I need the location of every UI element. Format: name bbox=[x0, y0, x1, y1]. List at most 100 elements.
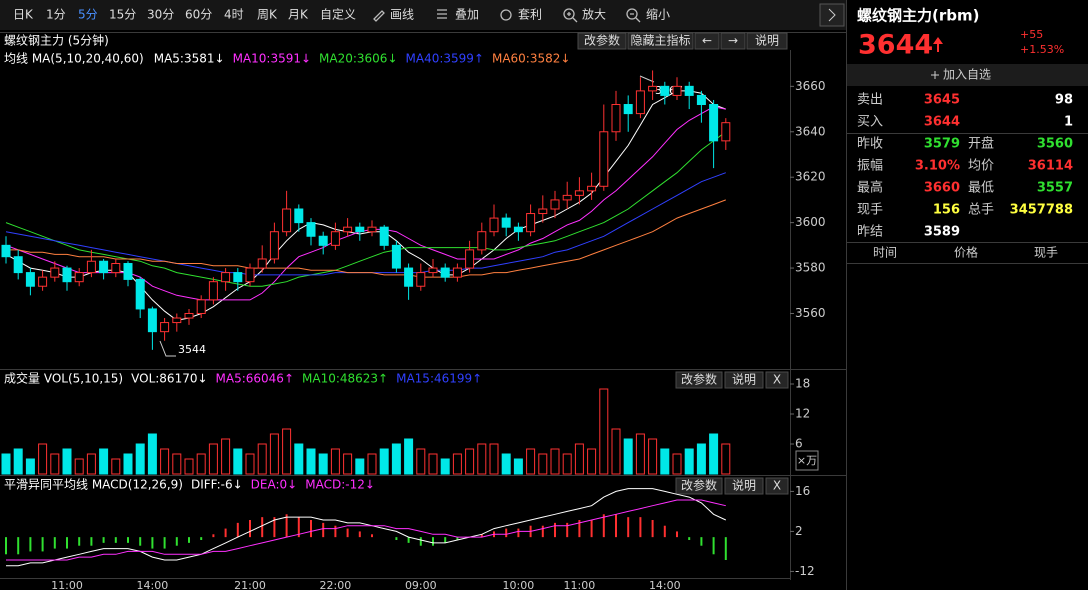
toolbar-item[interactable]: 5分 bbox=[78, 8, 98, 22]
x-tick-label: 14:00 bbox=[649, 579, 681, 590]
candle-body bbox=[269, 231, 279, 260]
quote-change: +55 bbox=[1020, 28, 1043, 41]
volume-bar bbox=[367, 453, 377, 475]
icon-zoom-in bbox=[563, 8, 575, 20]
volume-bar bbox=[477, 443, 487, 475]
panel-button-label: 改参数 bbox=[681, 478, 717, 493]
quote-value: 3560 bbox=[1037, 137, 1073, 152]
legend-item: MA5:66046↑ bbox=[216, 372, 294, 386]
candle-body bbox=[196, 299, 206, 314]
panel-button[interactable] bbox=[577, 32, 627, 50]
volume-bar bbox=[269, 433, 279, 475]
volume-bar bbox=[489, 443, 499, 475]
volume-bar bbox=[111, 458, 121, 475]
toolbar-item[interactable]: 叠加 bbox=[455, 8, 479, 22]
candle-body bbox=[245, 267, 255, 283]
candle-body bbox=[721, 122, 731, 142]
quote-value: 156 bbox=[933, 203, 960, 218]
panel-button[interactable] bbox=[675, 371, 723, 389]
panel-button[interactable] bbox=[720, 32, 746, 50]
panel-button[interactable] bbox=[724, 371, 764, 389]
panel-button-label: 说明 bbox=[755, 33, 779, 48]
toolbar-item[interactable]: 4时 bbox=[224, 8, 244, 22]
candle-body bbox=[294, 208, 304, 224]
volume-bar bbox=[562, 453, 572, 475]
panel-button[interactable] bbox=[724, 477, 764, 495]
candle-body bbox=[623, 104, 633, 115]
y-tick-label: -12 bbox=[795, 564, 815, 578]
volume-bar bbox=[123, 453, 133, 475]
panel-button[interactable] bbox=[765, 371, 789, 389]
y-tick-label: 3600 bbox=[795, 215, 826, 229]
y-tick-label: 2 bbox=[795, 524, 803, 538]
panel-title: 成交量 VOL(5,10,15) bbox=[4, 371, 123, 386]
y-tick-label: 3620 bbox=[795, 170, 826, 184]
macd-line bbox=[6, 499, 726, 561]
toolbar-item[interactable]: 60分 bbox=[185, 8, 212, 22]
next-button[interactable] bbox=[819, 3, 845, 27]
volume-bar bbox=[721, 443, 731, 475]
panel-button[interactable] bbox=[765, 477, 789, 495]
y-tick-label: 3660 bbox=[795, 79, 826, 93]
candle-body bbox=[306, 222, 316, 237]
quote-value: 3589 bbox=[924, 225, 960, 240]
icon-overlay bbox=[437, 9, 447, 19]
x-tick-label: 21:00 bbox=[234, 579, 266, 590]
candle-body bbox=[367, 226, 377, 233]
toolbar-item[interactable]: 缩小 bbox=[646, 7, 670, 22]
volume-bar bbox=[13, 448, 23, 475]
up-arrow bbox=[933, 37, 943, 52]
volume-bar bbox=[513, 458, 523, 475]
candle-body bbox=[672, 85, 682, 96]
icon-zoom-out bbox=[626, 8, 638, 20]
annotation-leader bbox=[159, 75, 655, 357]
y-tick-label: 6 bbox=[795, 437, 803, 451]
icon-arbitrage bbox=[500, 9, 512, 21]
quote-value: 3644 bbox=[924, 115, 960, 130]
y-tick-label: 3560 bbox=[795, 306, 826, 320]
add-favorite-button[interactable] bbox=[847, 64, 1088, 86]
panel-button[interactable] bbox=[627, 32, 694, 50]
volume-bar bbox=[538, 453, 548, 475]
low-annotation: 3544 bbox=[178, 343, 206, 356]
volume-bar bbox=[330, 448, 340, 475]
toolbar-item[interactable]: 月K bbox=[288, 8, 309, 22]
panel-title: 螺纹钢主力 (5分钟) bbox=[4, 33, 109, 48]
toolbar-item[interactable]: 1分 bbox=[46, 8, 66, 22]
volume-bar bbox=[465, 448, 475, 475]
volume-bar bbox=[62, 448, 72, 475]
legend-item: VOL:86170↓ bbox=[131, 372, 207, 386]
panel-button[interactable] bbox=[746, 32, 788, 50]
panel-button[interactable] bbox=[675, 477, 723, 495]
toolbar-item[interactable]: 画线 bbox=[390, 8, 414, 22]
toolbar-item[interactable]: 放大 bbox=[582, 7, 606, 22]
quote-title: 螺纹钢主力(rbm) bbox=[857, 7, 979, 25]
toolbar-item[interactable]: 日K bbox=[13, 8, 34, 22]
legend-item: MA20:3606↓ bbox=[319, 52, 397, 66]
panel-button[interactable] bbox=[694, 32, 720, 50]
candle-body bbox=[86, 260, 96, 274]
toolbar-item[interactable]: 套利 bbox=[518, 8, 542, 22]
legend-item: MA15:46199↑ bbox=[396, 372, 482, 386]
trade-header: 现手 bbox=[1034, 246, 1058, 260]
candle-body bbox=[379, 226, 389, 246]
volume-bar bbox=[404, 438, 414, 475]
panel-button-label: 说明 bbox=[732, 478, 756, 493]
volume-bar bbox=[38, 443, 48, 475]
volume-bar bbox=[1, 453, 11, 475]
y-tick-label: 3640 bbox=[795, 124, 826, 138]
candle-body bbox=[526, 213, 536, 233]
quote-value: 36114 bbox=[1028, 159, 1073, 174]
candle-body bbox=[404, 267, 414, 287]
volume-bar bbox=[184, 458, 194, 475]
volume-bar bbox=[245, 453, 255, 475]
quote-label: 昨结 bbox=[857, 225, 883, 240]
toolbar-item[interactable]: 自定义 bbox=[320, 7, 356, 22]
toolbar-item[interactable]: 15分 bbox=[109, 8, 136, 22]
toolbar-item[interactable]: 30分 bbox=[147, 8, 174, 22]
volume-bar bbox=[355, 458, 365, 475]
x-tick-label: 11:00 bbox=[51, 579, 83, 590]
candle-body bbox=[587, 185, 597, 192]
legend-item: MA10:3591↓ bbox=[233, 52, 311, 66]
toolbar-item[interactable]: 周K bbox=[257, 8, 278, 22]
